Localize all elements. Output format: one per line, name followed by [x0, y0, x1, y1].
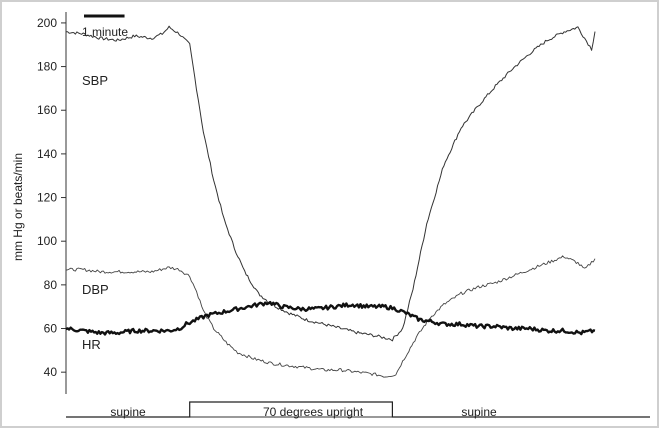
series-labels: SBP DBP HR: [82, 73, 109, 352]
phase-label-supine-2: supine: [461, 405, 497, 419]
posture-phase-trace: [66, 401, 650, 418]
axes: [65, 12, 647, 418]
y-tick-label: 200: [37, 16, 57, 30]
y-tick-label: 160: [37, 103, 57, 117]
phase-label-upright: 70 degrees upright: [263, 405, 364, 419]
series-line-dbp: [65, 255, 596, 378]
y-tick-label: 120: [37, 191, 57, 205]
posture-step-line: [66, 401, 650, 418]
series-line-sbp: [66, 25, 596, 342]
y-tick-label: 40: [44, 365, 58, 379]
scale-bar-label: 1 minute: [82, 25, 128, 39]
y-axis-label: mm Hg or beats/min: [11, 153, 25, 261]
posture-phase-labels: supine 70 degrees upright supine: [110, 405, 497, 419]
y-tick-label: 180: [37, 60, 57, 74]
series-label-sbp: SBP: [82, 73, 108, 88]
y-tick-label: 100: [37, 234, 57, 248]
series-label-hr: HR: [82, 337, 101, 352]
series-line-hr: [65, 300, 596, 336]
y-tick-label: 80: [44, 278, 58, 292]
y-tick-label: 140: [37, 147, 57, 161]
y-tick-label: 60: [44, 322, 58, 336]
time-scale-bar: 1 minute: [82, 14, 128, 39]
phase-label-supine-1: supine: [110, 405, 146, 419]
series-lines: [65, 25, 596, 378]
y-ticks: 40 60 80 100 120 140 160 180 200: [37, 16, 66, 379]
series-label-dbp: DBP: [82, 282, 109, 297]
